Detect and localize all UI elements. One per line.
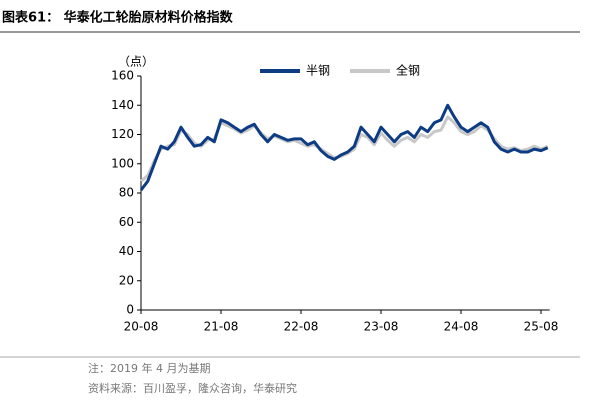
y-tick-label: 140 [111,98,134,112]
x-tick-label: 21-08 [204,320,239,334]
x-tick-label: 22-08 [284,320,319,334]
legend-label: 全钢 [396,63,420,78]
legend-label: 半钢 [306,64,330,78]
y-tick-label: 120 [111,127,134,141]
x-tick-label: 24-08 [444,320,479,334]
x-tick-label: 23-08 [364,320,399,334]
x-tick-label: 25-08 [524,320,559,334]
y-unit: （点） [118,55,154,69]
x-tick-label: 20-08 [124,320,159,334]
y-tick-label: 0 [126,303,134,317]
y-tick-label: 80 [119,186,134,200]
y-tick-label: 100 [111,156,134,170]
y-tick-label: 60 [119,215,134,229]
source: 资料来源：百川盈孚，隆众咨询，华泰研究 [88,381,297,395]
series-line [139,103,549,192]
y-tick-label: 160 [111,69,134,83]
chart-title: 图表61： 华泰化工轮胎原材料价格指数 [2,10,234,26]
y-tick-label: 40 [119,244,134,258]
note: 注：2019 年 4 月为基期 [88,361,210,375]
y-tick-label: 20 [119,273,134,287]
